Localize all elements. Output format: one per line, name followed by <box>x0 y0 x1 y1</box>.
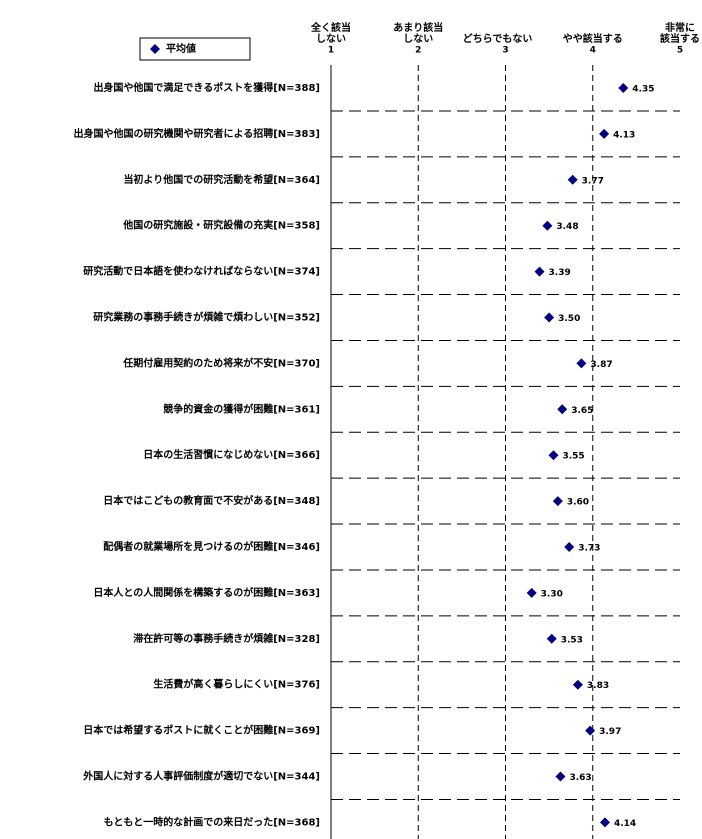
data-point <box>534 266 545 277</box>
data-label: 3.97 <box>599 727 621 737</box>
data-point <box>572 679 583 690</box>
category-label: 生活費が高く暮らしにくい[N=376] <box>153 678 320 691</box>
category-label: 競争的資金の獲得が困難[N=361] <box>163 402 320 415</box>
data-label: 3.73 <box>578 544 600 554</box>
scale-label: あまり該当 <box>393 21 443 34</box>
data-point <box>618 83 629 93</box>
category-label: 配偶者の就業場所を見つけるのが困難[N=346] <box>103 540 320 553</box>
category-label: 日本ではこどもの教育面で不安がある[N=348] <box>103 494 320 507</box>
data-label: 3.48 <box>556 222 578 232</box>
category-label: 出身国や他国の研究機関や研究者による招聘[N=383] <box>74 127 320 140</box>
data-label: 4.14 <box>614 819 636 829</box>
data-label: 3.83 <box>587 681 609 691</box>
scale-label: しない <box>316 33 346 45</box>
x-tick-label: 2 <box>415 46 421 56</box>
data-point <box>555 771 566 782</box>
category-label: 研究業務の事務手続きが煩雑で煩わしい[N=352] <box>93 311 320 324</box>
x-tick-label: 4 <box>590 46 596 56</box>
category-label: 日本では希望するポストに就くことが困難[N=369] <box>83 724 320 737</box>
data-point <box>557 404 568 415</box>
data-point <box>567 174 578 185</box>
legend-label: 平均値 <box>166 42 196 55</box>
category-label: 当初より他国での研究活動を希望[N=364] <box>123 173 320 186</box>
legend-box <box>139 37 251 61</box>
category-label: 研究活動で日本語を使わなければならない[N=374] <box>83 265 320 278</box>
data-point <box>599 128 610 139</box>
x-tick-label: 5 <box>677 46 683 56</box>
data-point <box>526 587 537 598</box>
category-label: 日本人との人間関係を構築するのが困難[N=363] <box>93 586 320 599</box>
data-label: 3.77 <box>582 176 604 186</box>
data-label: 4.35 <box>632 85 654 95</box>
data-point <box>564 542 575 552</box>
data-label: 3.87 <box>590 360 612 370</box>
scale-label: やや該当する <box>563 32 623 45</box>
x-tick-label: 3 <box>502 46 508 56</box>
data-label: 3.30 <box>541 589 563 599</box>
data-label: 3.50 <box>558 314 580 324</box>
scale-label: しない <box>403 33 433 45</box>
data-label: 4.13 <box>613 130 635 140</box>
data-label: 3.60 <box>567 498 589 508</box>
category-label: 滞在許可等の事務手続きが煩雑[N=328] <box>133 632 320 645</box>
data-point <box>546 633 557 644</box>
category-label: 日本の生活習慣になじめない[N=366] <box>143 448 320 461</box>
category-label: 他国の研究施設・研究設備の充実[N=358] <box>122 219 320 232</box>
data-point <box>552 496 563 507</box>
x-tick-label: 1 <box>328 46 334 56</box>
data-label: 3.55 <box>562 452 584 462</box>
data-point <box>585 725 596 736</box>
data-point <box>542 220 553 231</box>
data-label: 3.39 <box>549 268 571 278</box>
data-point <box>599 817 610 828</box>
category-label: もともと一時的な計画での来日だった[N=368] <box>104 815 320 828</box>
data-label: 3.53 <box>561 635 583 645</box>
data-point <box>576 358 587 369</box>
data-point <box>544 312 555 323</box>
scale-label: 全く該当 <box>310 21 351 34</box>
data-point <box>548 450 559 461</box>
category-label: 外国人に対する人事評価制度が適切でない[N=344] <box>82 770 320 783</box>
scale-label: 非常に <box>665 21 695 34</box>
category-label: 任期付雇用契約のため将来が不安[N=370] <box>122 356 320 369</box>
category-label: 出身国や他国で満足できるポストを獲得[N=388] <box>93 81 320 94</box>
data-label: 3.65 <box>571 406 593 416</box>
data-label: 3.63 <box>569 773 591 783</box>
scale-label: 該当する <box>660 32 700 45</box>
legend-marker <box>150 44 160 54</box>
scale-label: どちらでもない <box>463 32 533 45</box>
